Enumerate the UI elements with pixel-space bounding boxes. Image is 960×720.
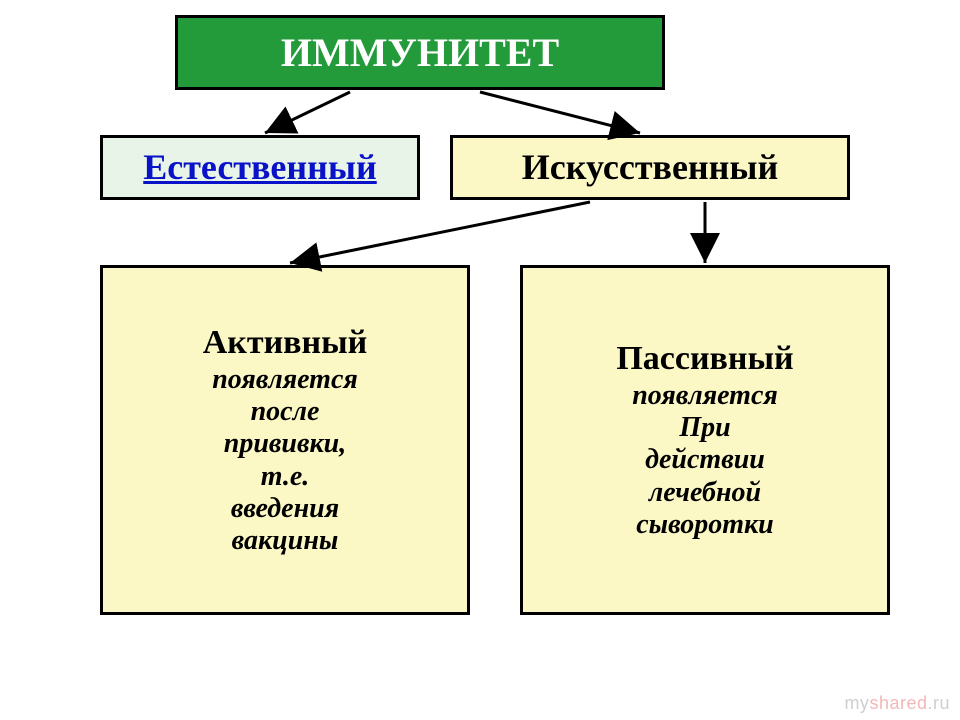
passive-box: Пассивный появляется При действии лечебн…: [520, 265, 890, 615]
passive-line-4: сыворотки: [636, 509, 774, 541]
passive-line-3: лечебной: [649, 477, 761, 509]
active-line-3: т.е.: [261, 461, 310, 493]
active-line-1: после: [251, 396, 320, 428]
watermark-mid: shared: [869, 693, 927, 713]
title-box: ИММУНИТЕТ: [175, 15, 665, 90]
edge-title-artificial: [480, 92, 640, 133]
artificial-text: Искусственный: [522, 147, 779, 188]
edge-artificial-active: [290, 202, 590, 263]
active-line-4: введения: [231, 493, 339, 525]
title-text: ИММУНИТЕТ: [281, 30, 559, 76]
edge-title-natural: [265, 92, 350, 133]
passive-heading: Пассивный: [616, 339, 793, 378]
natural-link[interactable]: Естественный: [143, 147, 377, 188]
active-line-5: вакцины: [232, 525, 339, 557]
passive-line-0: появляется: [632, 380, 778, 412]
natural-box: Естественный: [100, 135, 420, 200]
active-line-2: прививки,: [224, 428, 347, 460]
active-line-0: появляется: [212, 364, 358, 396]
active-box: Активный появляется после прививки, т.е.…: [100, 265, 470, 615]
passive-line-2: действии: [645, 444, 765, 476]
artificial-box: Искусственный: [450, 135, 850, 200]
watermark-suffix: .ru: [927, 693, 950, 713]
active-heading: Активный: [203, 323, 368, 362]
watermark-prefix: my: [844, 693, 869, 713]
watermark: myshared.ru: [844, 693, 950, 714]
passive-line-1: При: [679, 412, 730, 444]
